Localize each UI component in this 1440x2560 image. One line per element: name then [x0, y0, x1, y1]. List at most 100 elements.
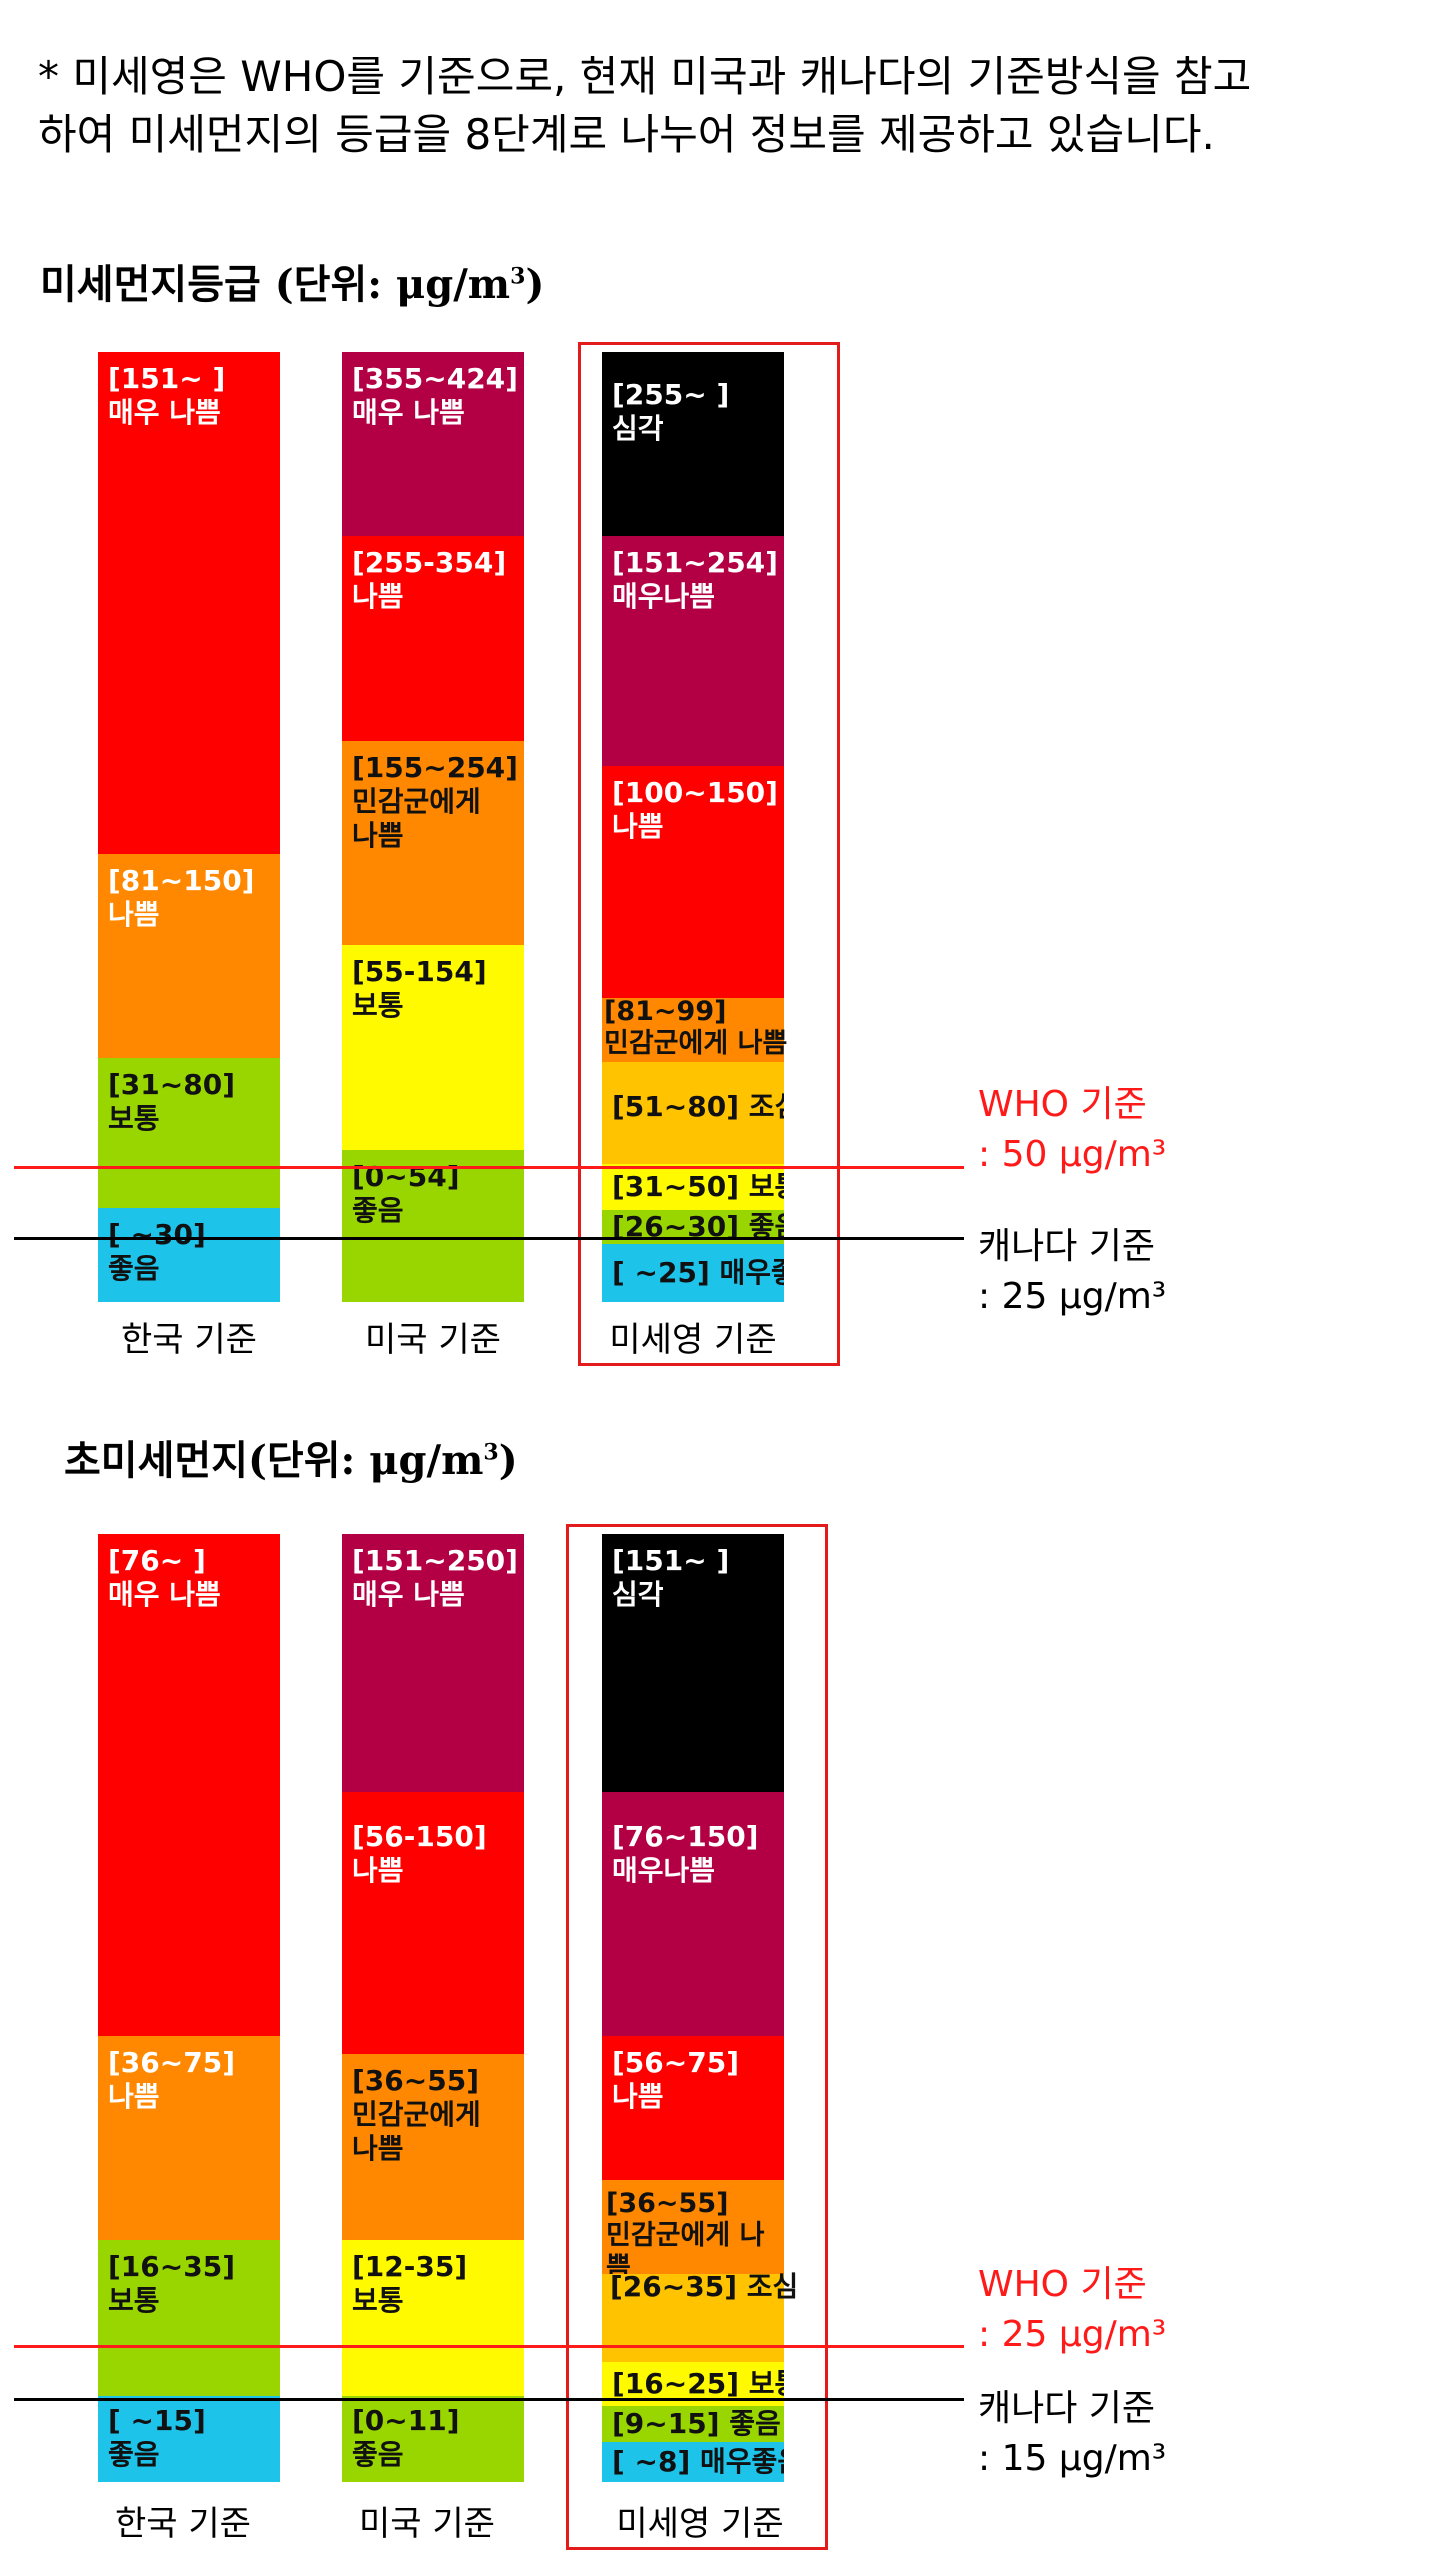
pm10-korea-grade-4: [ ~30] 좋음 [98, 1208, 280, 1302]
pm10-misaeyoung-column: [255~ ] 심각 [151~254] 매우나쁨 [100~150] 나쁨 [… [602, 352, 788, 1302]
pm10-misaeyoung-grade-3: [100~150] 나쁨 [602, 766, 784, 998]
grade-label: [76~ ] 매우 나쁨 [108, 1544, 221, 1611]
pm25-canada-label: 캐나다 기준 : 15 μg/m³ [978, 2388, 1167, 2479]
grade-label: [16~35] 보통 [108, 2250, 235, 2317]
pm25-misaeyoung-grade-7: [9~15] 좋음 [602, 2406, 784, 2442]
grade-label: [0~11] 좋음 [352, 2404, 460, 2471]
pm25-korea-grade-3: [16~35] 보통 [98, 2240, 280, 2396]
pm25-misaeyoung-grade-4: [36~55] 민감군에게 나쁨 [602, 2180, 784, 2283]
grade-label: [151~ ] 심각 [612, 1544, 730, 1611]
pm25-who-label: WHO 기준 : 25 μg/m³ [978, 2264, 1167, 2355]
pm10-korea-grade-3: [31~80] 보통 [98, 1058, 280, 1208]
pm25-usa-grade-5: [0~11] 좋음 [342, 2396, 524, 2482]
grade-label: [56-150] 나쁨 [352, 1820, 487, 1887]
pm10-korea-grade-2: [81~150] 나쁨 [98, 854, 280, 1058]
pm10-unit-sup: 3 [510, 263, 526, 290]
grade-label: [51~80] 조심 [612, 1090, 784, 1123]
pm10-korea-label: 한국 기준 [121, 1320, 257, 1360]
pm25-unit-sup: 3 [483, 1439, 499, 1466]
pm25-misaeyoung-grade-5: [26~35] 조심 [602, 2270, 798, 2362]
pm10-misaeyoung-label: 미세영 기준 [609, 1320, 777, 1360]
grade-label: [355~424] 매우 나쁨 [352, 362, 518, 429]
pm10-misaeyoung-grade-8: [ ~25] 매우좋음 [602, 1244, 784, 1302]
pm10-misaeyoung-grade-1: [255~ ] 심각 [602, 352, 784, 536]
pm25-korea-grade-1: [76~ ] 매우 나쁨 [98, 1534, 280, 2036]
pm10-who-guide-line [14, 1166, 964, 1169]
pm25-misaeyoung-grade-1: [151~ ] 심각 [602, 1534, 784, 1792]
pm25-who-guide-line [14, 2345, 964, 2348]
pm10-unit-close: ) [525, 261, 545, 308]
grade-label: [76~150] 매우나쁨 [612, 1820, 759, 1887]
grade-label: [55-154] 보통 [352, 955, 487, 1022]
pm25-title-unit: (단위: μg/m3) [248, 1437, 518, 1484]
grade-label: [ ~8] 매우좋음 [612, 2445, 784, 2478]
pm25-unit-close: ) [498, 1437, 518, 1484]
pm10-title-unit: (단위: μg/m3) [275, 261, 545, 308]
pm25-usa-grade-3: [36~55] 민감군에게 나쁨 [342, 2054, 524, 2240]
pm25-misaeyoung-grade-3: [56~75] 나쁨 [602, 2036, 784, 2180]
pm10-section-title: 미세먼지등급 (단위: μg/m3) [40, 252, 544, 310]
pm25-korea-column: [76~ ] 매우 나쁨 [36~75] 나쁨 [16~35] 보통 [ ~15… [98, 1534, 280, 2482]
pm25-usa-grade-2: [56-150] 나쁨 [342, 1792, 524, 2054]
grade-label: [81~150] 나쁨 [108, 864, 255, 931]
pm25-canada-guide-line [14, 2398, 964, 2401]
pm10-misaeyoung-grade-2: [151~254] 매우나쁨 [602, 536, 784, 766]
pm10-misaeyoung-grade-6: [31~50] 보통 [602, 1164, 784, 1210]
pm25-misaeyoung-grade-8: [ ~8] 매우좋음 [602, 2442, 784, 2482]
pm10-usa-column: [355~424] 매우 나쁨 [255-354] 나쁨 [155~254] 민… [342, 352, 524, 1302]
grade-label: [16~25] 보통 [612, 2367, 784, 2400]
grade-label: [ ~25] 매우좋음 [612, 1256, 784, 1289]
grade-label: [56~75] 나쁨 [612, 2046, 739, 2113]
pm25-title-main: 초미세먼지 [64, 1438, 248, 1484]
pm25-korea-grade-4: [ ~15] 좋음 [98, 2396, 280, 2482]
grade-label: [26~35] 조심 [610, 2270, 799, 2303]
grade-label: [151~250] 매우 나쁨 [352, 1544, 518, 1611]
grade-label: [151~254] 매우나쁨 [612, 546, 778, 613]
pm25-section-title: 초미세먼지(단위: μg/m3) [64, 1428, 518, 1486]
grade-label: [31~80] 보통 [108, 1068, 235, 1135]
pm10-title-main: 미세먼지등급 [40, 262, 275, 308]
intro-text: * 미세영은 WHO를 기준으로, 현재 미국과 캐나다의 기준방식을 참고 하… [38, 52, 1252, 159]
grade-label: [255~ ] 심각 [612, 378, 730, 445]
grade-label: [36~75] 나쁨 [108, 2046, 235, 2113]
grade-label: [81~99] 민감군에게 나쁨 [604, 996, 788, 1059]
pm10-korea-column: [151~ ] 매우 나쁨 [81~150] 나쁨 [31~80] 보통 [ ~… [98, 352, 280, 1302]
pm25-usa-grade-4: [12-35] 보통 [342, 2240, 524, 2396]
grade-label: [100~150] 나쁨 [612, 776, 778, 843]
pm10-korea-grade-1: [151~ ] 매우 나쁨 [98, 352, 280, 854]
grade-label: [36~55] 민감군에게 나쁨 [352, 2064, 481, 2165]
pm25-misaeyoung-highlight-frame [566, 1524, 828, 2550]
pm10-misaeyoung-grade-5: [51~80] 조심 [602, 1062, 784, 1164]
pm25-misaeyoung-grade-2: [76~150] 매우나쁨 [602, 1792, 784, 2036]
pm10-canada-guide-line [14, 1237, 964, 1240]
pm10-usa-label: 미국 기준 [365, 1320, 501, 1360]
pm10-canada-label: 캐나다 기준 : 25 μg/m³ [978, 1226, 1167, 1317]
pm10-misaeyoung-grade-4: [81~99] 민감군에게 나쁨 [602, 996, 788, 1062]
pm10-misaeyoung-highlight-frame [578, 342, 840, 1366]
pm10-who-label: WHO 기준 : 50 μg/m³ [978, 1084, 1167, 1175]
grade-label: [ ~30] 좋음 [108, 1218, 206, 1285]
pm25-korea-label: 한국 기준 [115, 2504, 251, 2544]
pm25-misaeyoung-column: [151~ ] 심각 [76~150] 매우나쁨 [56~75] 나쁨 [36~… [602, 1534, 798, 2482]
pm25-misaeyoung-label: 미세영 기준 [616, 2504, 784, 2544]
grade-label: [0~54] 좋음 [352, 1160, 460, 1227]
grade-label: [255-354] 나쁨 [352, 546, 507, 613]
grade-label: [31~50] 보통 [612, 1170, 784, 1203]
pm10-usa-grade-5: [0~54] 좋음 [342, 1150, 524, 1302]
grade-label: [36~55] 민감군에게 나쁨 [606, 2188, 765, 2283]
grade-label: [ ~15] 좋음 [108, 2404, 206, 2471]
grade-label: [12-35] 보통 [352, 2250, 468, 2317]
pm10-unit-text: (단위: μg/m [274, 261, 511, 308]
grade-label: [151~ ] 매우 나쁨 [108, 362, 226, 429]
pm10-usa-grade-3: [155~254] 민감군에게 나쁨 [342, 741, 524, 945]
grade-label: [9~15] 좋음 [612, 2407, 781, 2440]
pm10-usa-grade-1: [355~424] 매우 나쁨 [342, 352, 524, 536]
pm25-korea-grade-2: [36~75] 나쁨 [98, 2036, 280, 2240]
pm10-usa-grade-2: [255-354] 나쁨 [342, 536, 524, 741]
pm25-usa-label: 미국 기준 [359, 2504, 495, 2544]
pm25-unit-text: (단위: μg/m [248, 1437, 484, 1484]
pm25-usa-grade-1: [151~250] 매우 나쁨 [342, 1534, 524, 1792]
grade-label: [155~254] 민감군에게 나쁨 [352, 751, 518, 852]
pm25-usa-column: [151~250] 매우 나쁨 [56-150] 나쁨 [36~55] 민감군에… [342, 1534, 524, 2482]
pm10-usa-grade-4: [55-154] 보통 [342, 945, 524, 1150]
